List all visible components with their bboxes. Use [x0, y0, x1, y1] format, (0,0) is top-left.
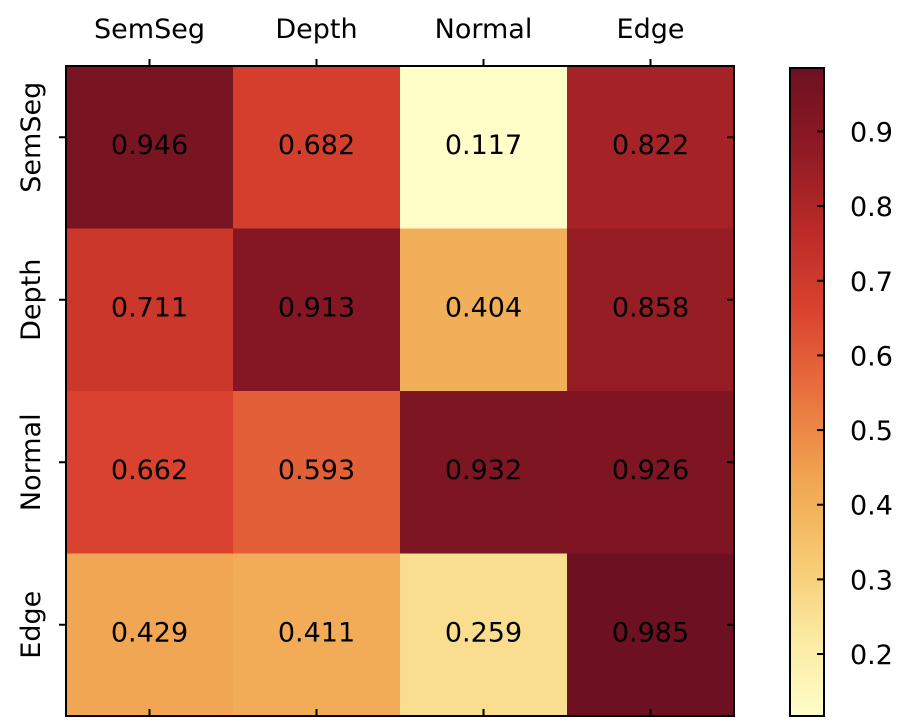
heatmap-frame [65, 65, 735, 717]
colorbar-tick-label: 0.9 [850, 117, 893, 148]
heatmap-cell [233, 66, 401, 229]
cell-value-label: 0.682 [278, 130, 355, 161]
cell-value-label: 0.858 [612, 293, 689, 324]
cell-value-label: 0.662 [111, 455, 188, 486]
column-label: Normal [435, 14, 533, 45]
colorbar-tick-label: 0.6 [850, 341, 893, 372]
colorbar-tick-label: 0.8 [850, 192, 893, 223]
colorbar-tick-label: 0.7 [850, 267, 893, 298]
heatmap-cell [567, 66, 735, 229]
cell-value-label: 0.259 [445, 618, 522, 649]
column-label: SemSeg [94, 14, 205, 45]
colorbar [789, 67, 825, 717]
heatmap-cell [233, 553, 401, 717]
heatmap-cell [233, 228, 401, 392]
row-label: SemSeg [16, 82, 47, 193]
cell-value-label: 0.593 [278, 455, 355, 486]
heatmap-cell [567, 553, 735, 717]
cell-value-label: 0.117 [445, 130, 522, 161]
colorbar-tick-label: 0.3 [850, 565, 893, 596]
heatmap-cell [66, 228, 234, 392]
cell-value-label: 0.985 [612, 618, 689, 649]
colorbar-tick-label: 0.4 [850, 491, 893, 522]
cell-value-label: 0.926 [612, 455, 689, 486]
cell-value-label: 0.404 [445, 293, 522, 324]
column-label: Edge [617, 14, 685, 45]
row-label: Edge [16, 591, 47, 659]
heatmap-cell [400, 391, 568, 554]
cell-value-label: 0.822 [612, 130, 689, 161]
heatmap-cell [400, 228, 568, 392]
heatmap-cell [400, 66, 568, 229]
cell-value-label: 0.711 [111, 293, 188, 324]
heatmap-cell [66, 553, 234, 717]
cell-value-label: 0.913 [278, 293, 355, 324]
heatmap-cell [567, 391, 735, 554]
colorbar-tick-label: 0.2 [850, 640, 893, 671]
cell-value-label: 0.411 [278, 618, 355, 649]
heatmap-cell [233, 391, 401, 554]
colorbar-tick-label: 0.5 [850, 416, 893, 447]
row-label: Depth [16, 259, 47, 341]
heatmap-cell [400, 553, 568, 717]
cell-value-label: 0.932 [445, 455, 522, 486]
heatmap-cell [66, 391, 234, 554]
cell-value-label: 0.946 [111, 130, 188, 161]
column-label: Depth [275, 14, 357, 45]
cell-value-label: 0.429 [111, 618, 188, 649]
row-label: Normal [16, 413, 47, 511]
heatmap-cell [567, 228, 735, 392]
heatmap-cell [66, 66, 234, 229]
